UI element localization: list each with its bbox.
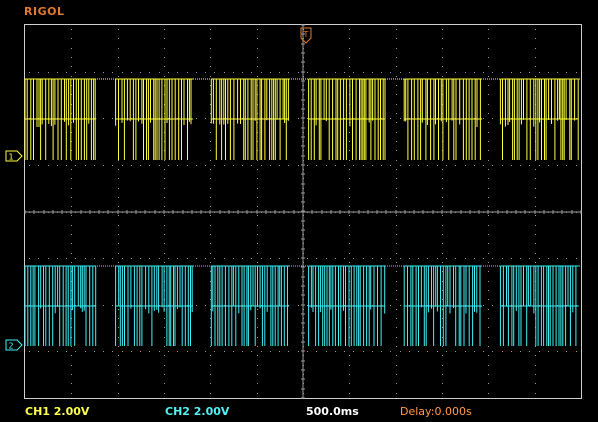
- ch1wave-trace: [24, 78, 580, 160]
- ch1-label: CH1: [25, 405, 50, 418]
- brand-logo: RIGOL: [24, 5, 65, 18]
- ch2-scale-readout: CH2 2.00V: [165, 405, 229, 418]
- scope-display: T 1 2: [5, 24, 582, 399]
- ch2wave-trace: [24, 265, 580, 346]
- ch2-label: CH2: [165, 405, 190, 418]
- trigger-position-marker[interactable]: T: [300, 27, 312, 44]
- ch2-scale: 2.00V: [193, 405, 230, 418]
- delay-readout: Delay:0.000s: [400, 405, 472, 418]
- ch2-marker-label: 2: [8, 342, 13, 351]
- trigger-marker-label: T: [303, 30, 309, 39]
- ch1-waveform: [24, 78, 580, 160]
- ch2-ground-marker[interactable]: 2: [5, 339, 23, 351]
- ch2-waveform: [24, 265, 580, 346]
- ch1-marker-label: 1: [8, 153, 13, 162]
- timebase-readout: 500.0ms: [306, 405, 359, 418]
- ch1-scale: 2.00V: [53, 405, 90, 418]
- ch1-scale-readout: CH1 2.00V: [25, 405, 89, 418]
- ch1-ground-marker[interactable]: 1: [5, 150, 23, 162]
- graticule: [24, 24, 582, 399]
